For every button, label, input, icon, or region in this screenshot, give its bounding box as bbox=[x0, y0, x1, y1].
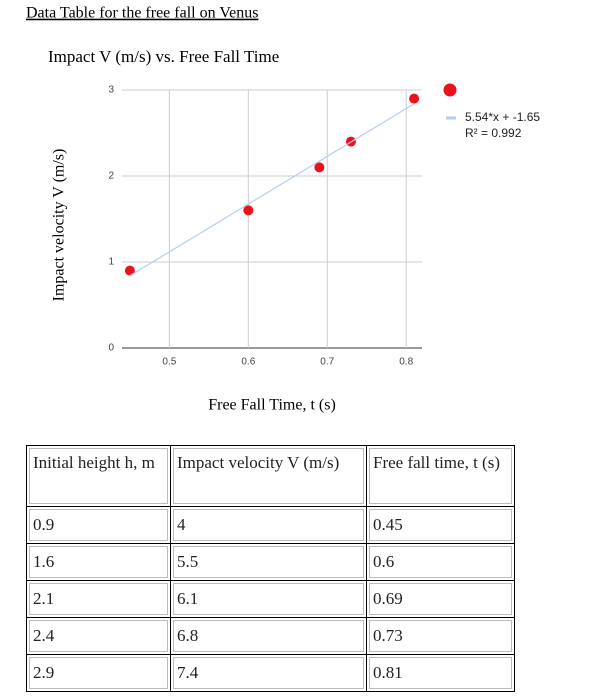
table-cell: 2.9 bbox=[26, 654, 171, 692]
table-row: 2.9 7.4 0.81 bbox=[26, 654, 515, 692]
table-row: 2.4 6.8 0.73 bbox=[26, 617, 515, 655]
table-row: 0.9 4 0.45 bbox=[26, 506, 515, 544]
legend-marker bbox=[443, 83, 457, 97]
x-axis-label: Free Fall Time, t (s) bbox=[208, 397, 336, 414]
header-cell: Free fall time, t (s) bbox=[366, 445, 515, 507]
x-tick-label: 0.8 bbox=[399, 357, 413, 368]
data-point bbox=[124, 265, 135, 276]
chart-title: Impact V (m/s) vs. Free Fall Time bbox=[48, 47, 279, 66]
legend-r2: R² = 0.992 bbox=[465, 126, 522, 140]
header-cell: Initial height h, m bbox=[26, 445, 171, 507]
trendline bbox=[129, 103, 415, 277]
table-cell: 2.4 bbox=[26, 617, 171, 655]
table-cell: 0.81 bbox=[366, 654, 515, 692]
table-row: 2.1 6.1 0.69 bbox=[26, 580, 515, 618]
table-cell: 0.45 bbox=[366, 506, 515, 544]
table-cell: 5.5 bbox=[170, 543, 367, 581]
table-cell: 0.6 bbox=[366, 543, 515, 581]
header-cell: Impact velocity V (m/s) bbox=[170, 445, 367, 507]
legend-label: 5.54*x + -1.65 bbox=[465, 110, 540, 124]
table-cell: 1.6 bbox=[26, 543, 171, 581]
table-cell: 2.1 bbox=[26, 580, 171, 618]
x-tick-label: 0.7 bbox=[320, 357, 334, 368]
x-tick-label: 0.6 bbox=[241, 357, 255, 368]
y-tick-label: 1 bbox=[108, 257, 114, 268]
table-cell: 0.69 bbox=[366, 580, 515, 618]
y-axis-label: Impact velocity V (m/s) bbox=[51, 149, 68, 302]
table-cell: 6.8 bbox=[170, 617, 367, 655]
data-point bbox=[314, 162, 325, 173]
table-cell: 0.9 bbox=[26, 506, 171, 544]
table-body: 0.9 4 0.45 1.6 5.5 0.6 2.1 6.1 0.69 2.4 6.8 0.73 2.9… bbox=[26, 506, 515, 692]
y-tick-label: 3 bbox=[108, 85, 114, 96]
data-table: Initial height h, m Impact velocity V (m/… bbox=[26, 445, 515, 692]
x-tick-label: 0.5 bbox=[162, 357, 176, 368]
y-tick-label: 0 bbox=[108, 343, 114, 354]
table-cell: 7.4 bbox=[170, 654, 367, 692]
chart: Data Table for the free fall on Venus Im… bbox=[26, 5, 540, 414]
table-cell: 4 bbox=[170, 506, 367, 544]
header-row: Initial height h, m Impact velocity V (m/… bbox=[26, 445, 515, 507]
data-point bbox=[243, 205, 254, 216]
table-cell: 6.1 bbox=[170, 580, 367, 618]
data-point bbox=[409, 93, 420, 104]
table-cell: 0.73 bbox=[366, 617, 515, 655]
table-row: 1.6 5.5 0.6 bbox=[26, 543, 515, 581]
doc-title: Data Table for the free fall on Venus bbox=[26, 5, 258, 22]
y-tick-label: 2 bbox=[108, 171, 114, 182]
